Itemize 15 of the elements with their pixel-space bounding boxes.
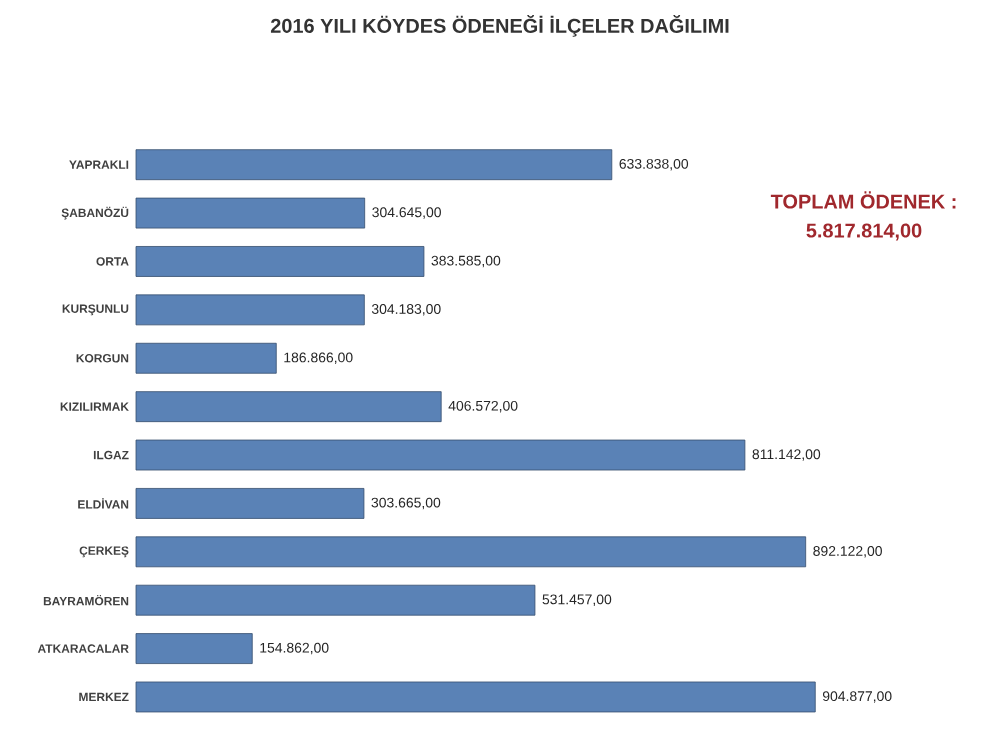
bar bbox=[135, 536, 807, 568]
chart-title: 2016 YILI KÖYDES ÖDENEĞİ İLÇELER DAĞILIMI bbox=[270, 15, 729, 37]
bar bbox=[135, 149, 613, 181]
bar bbox=[135, 633, 253, 664]
bar bbox=[135, 294, 365, 326]
bar bbox=[135, 342, 277, 374]
bar bbox=[135, 681, 816, 713]
bar bbox=[135, 584, 536, 616]
bar bbox=[135, 197, 366, 229]
annotation: 5.817.814,00 bbox=[806, 223, 922, 241]
annotation: TOPLAM ÖDENEK : bbox=[770, 191, 956, 209]
bar bbox=[135, 246, 425, 277]
bar bbox=[135, 488, 365, 519]
bar bbox=[135, 391, 442, 423]
bar bbox=[135, 439, 746, 471]
